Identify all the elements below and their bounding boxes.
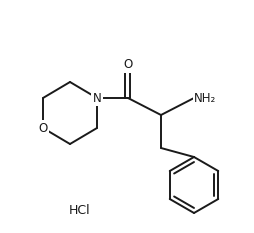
Text: O: O [38, 121, 47, 134]
Text: N: N [92, 92, 101, 104]
Text: HCl: HCl [69, 203, 90, 216]
Text: NH₂: NH₂ [193, 92, 215, 104]
Text: O: O [123, 58, 132, 72]
